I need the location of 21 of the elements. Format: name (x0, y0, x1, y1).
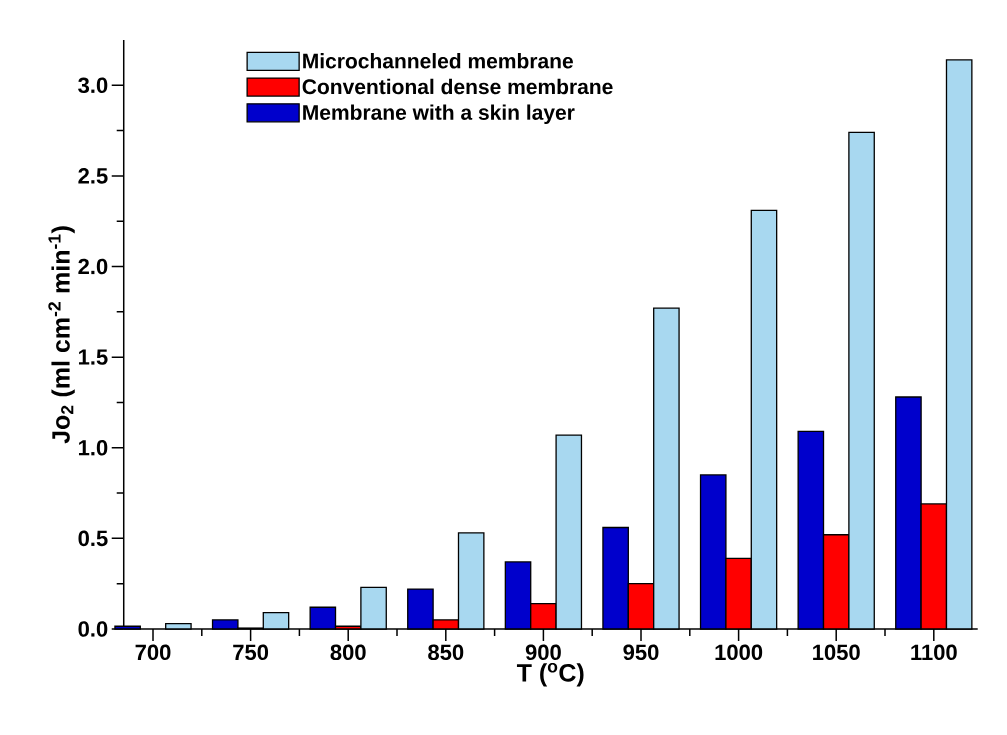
legend-label: Conventional dense membrane (302, 78, 613, 95)
y-tick-label: 1.5 (78, 349, 108, 365)
x-axis-title: T ($^{o}$C) (516, 662, 584, 687)
y-tick-label: 3.0 (78, 77, 108, 94)
x-tick-label: 750 (233, 644, 269, 661)
y-axis-title: Jo$_{2}$ (ml cm$^{-2}$ min$^{-1}$) (48, 226, 75, 444)
x-tick-label: 850 (428, 644, 464, 661)
x-tick-label: 800 (330, 644, 366, 661)
legend-label: Membrane with a skin layer (303, 104, 575, 125)
x-tick-label: 950 (623, 644, 659, 661)
x-tick-label: 1100 (911, 644, 957, 661)
y-tick-label: 2.5 (78, 168, 108, 184)
x-tick-label: 1000 (715, 644, 763, 661)
y-tick-label: 0.0 (78, 621, 108, 637)
y-tick-label: 1.0 (78, 439, 108, 456)
y-tick-label: 0.5 (78, 530, 108, 547)
x-tick-label: 700 (135, 644, 171, 661)
y-tick-label: 2.0 (78, 258, 108, 275)
legend-label: Microchanneled membrane (303, 53, 573, 69)
x-tick-label: 1050 (813, 644, 860, 661)
x-tick-label: 900 (525, 644, 561, 661)
